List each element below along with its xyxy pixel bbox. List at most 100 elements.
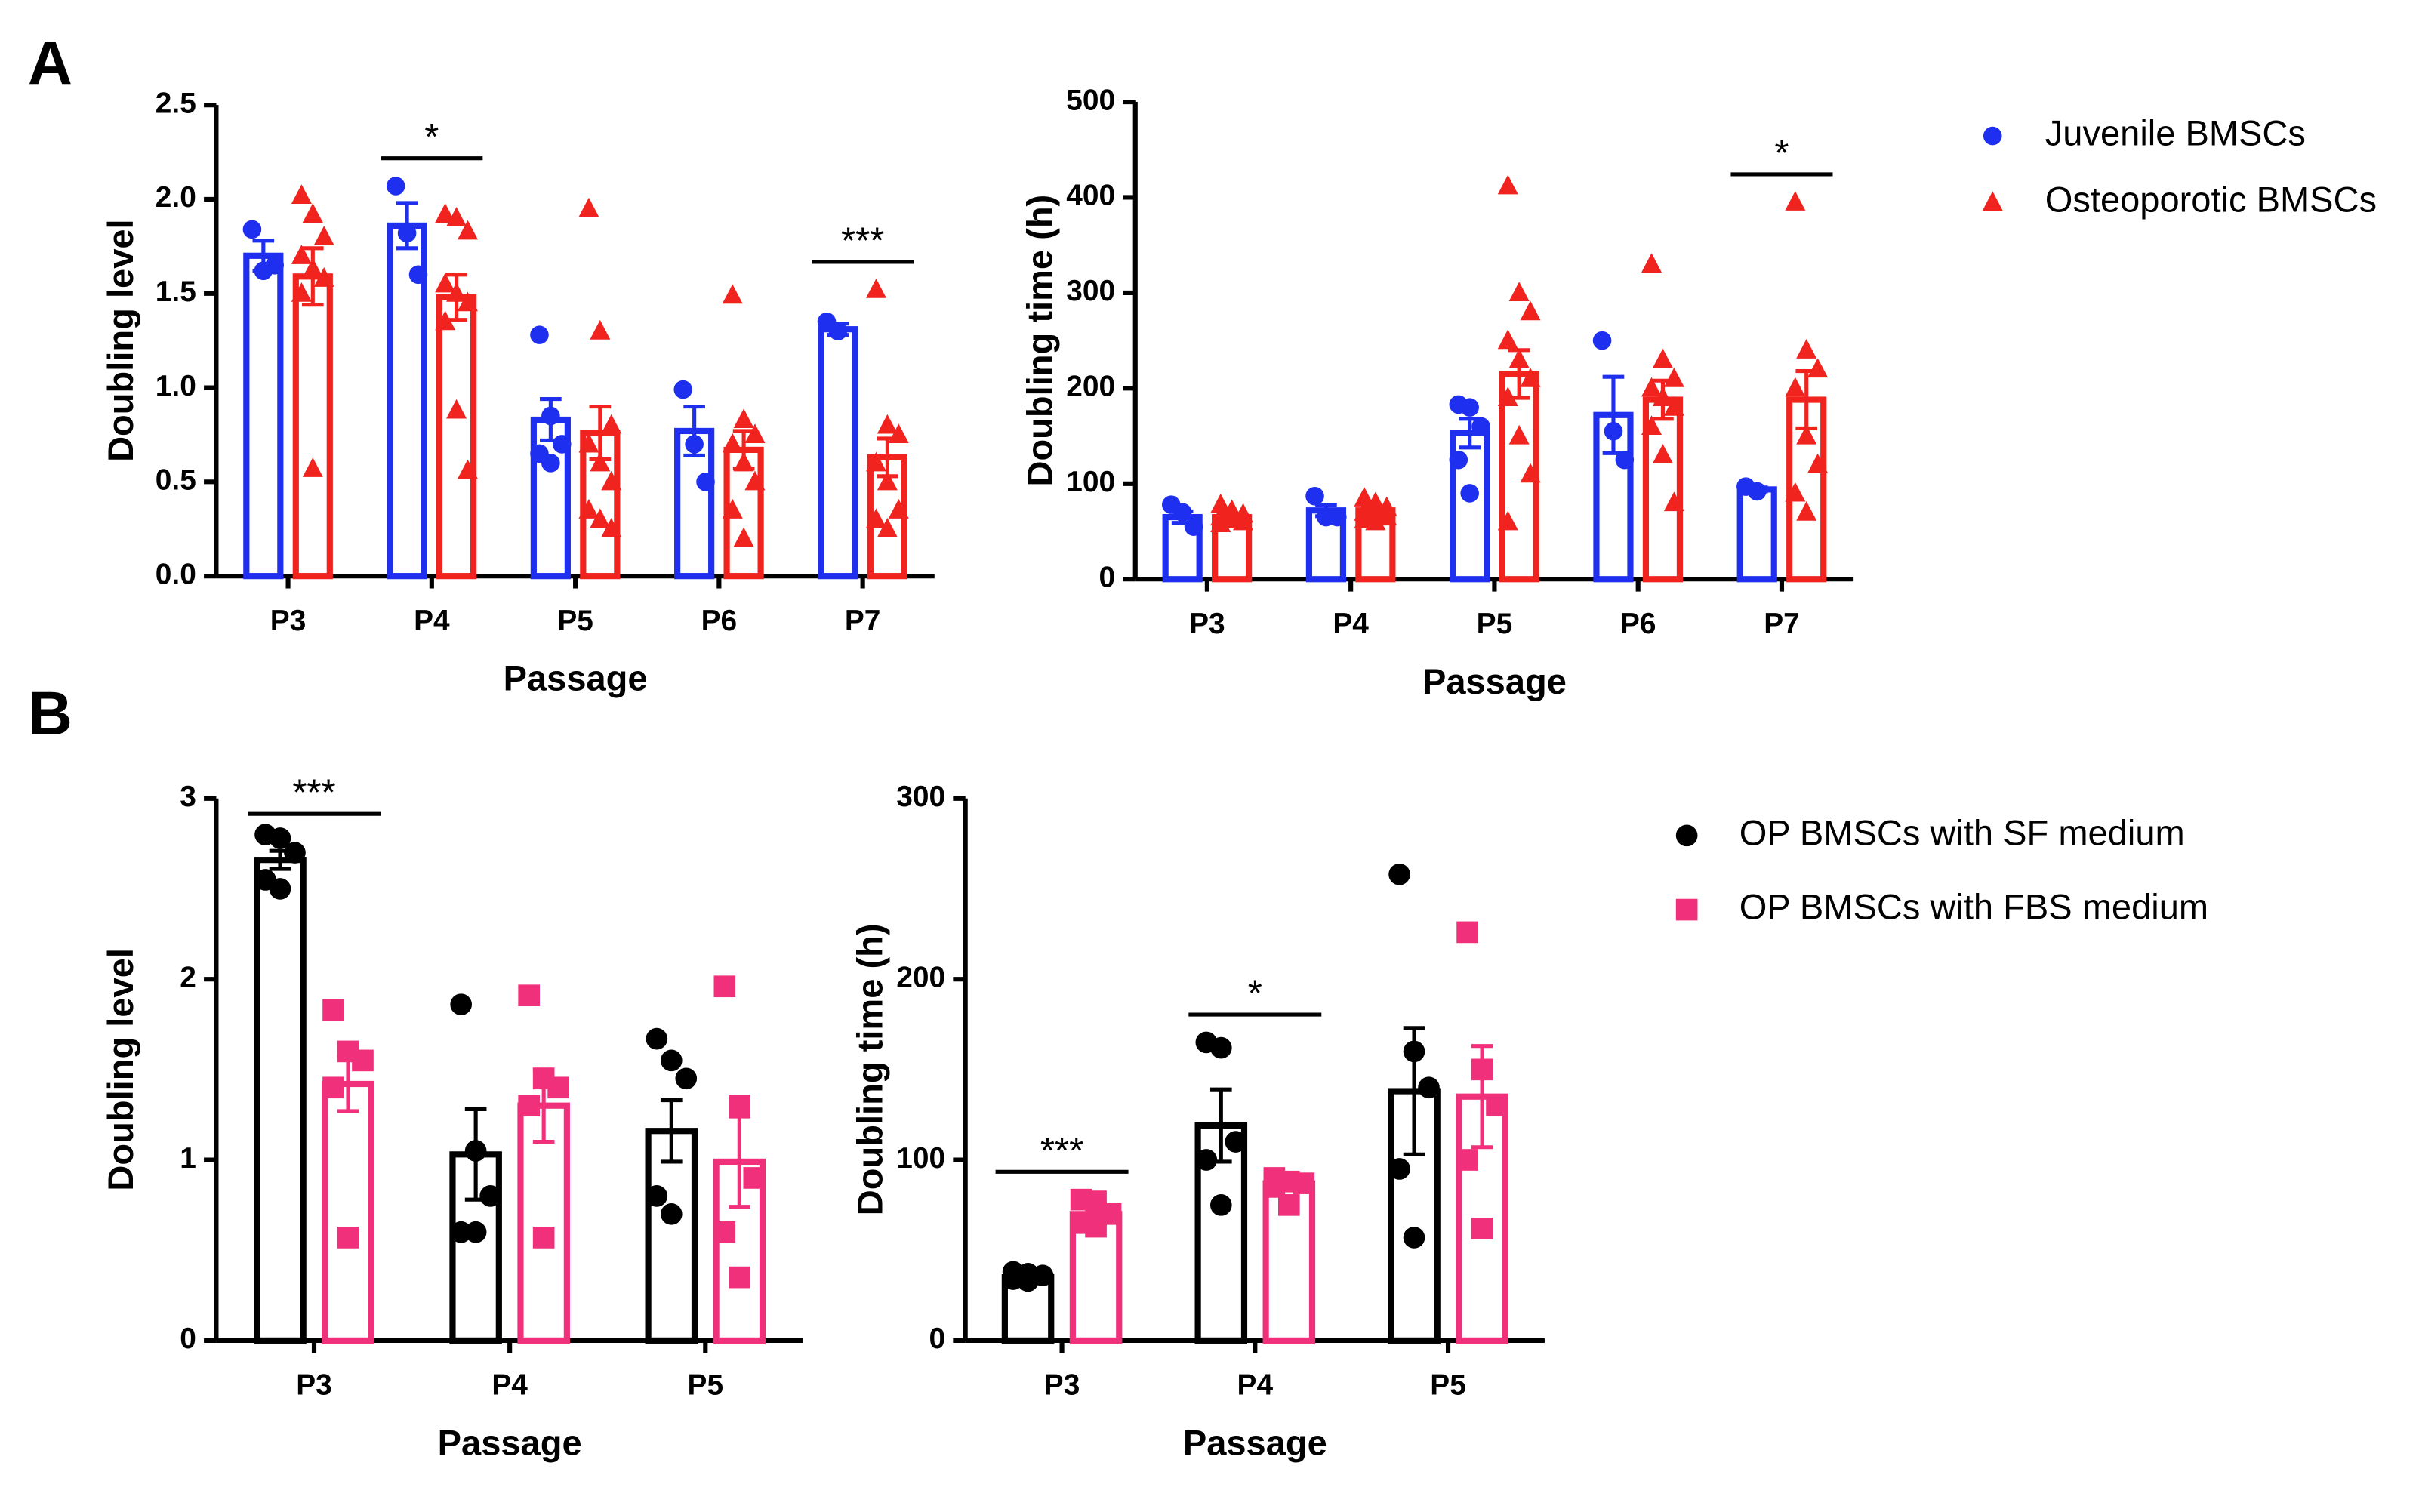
- data-point: [435, 203, 456, 223]
- legend-label: OP BMSCs with SF medium: [1739, 812, 2185, 852]
- bar: [1736, 486, 1777, 583]
- data-point: [291, 245, 312, 264]
- bar: [436, 294, 477, 580]
- data-point: [733, 527, 754, 547]
- y-tick-label: 100: [896, 1142, 945, 1175]
- data-point: [547, 1076, 569, 1099]
- x-tick-label: P5: [557, 605, 593, 637]
- data-point: [601, 414, 622, 434]
- data-point: [1263, 1176, 1286, 1198]
- data-point: [685, 435, 704, 454]
- data-point: [435, 310, 456, 331]
- data-point: [865, 508, 886, 528]
- data-point: [479, 1185, 501, 1207]
- x-tick-label: P4: [491, 1369, 528, 1402]
- data-point: [541, 454, 560, 473]
- x-axis-label: Passage: [1183, 1422, 1327, 1462]
- y-axis-label: Doubling time (h): [849, 923, 889, 1215]
- data-point: [1508, 424, 1530, 445]
- y-tick-label: 0: [1099, 562, 1116, 594]
- data-point: [1592, 331, 1612, 350]
- data-point: [733, 451, 754, 472]
- significance-label: *: [424, 117, 439, 158]
- data-point: [713, 1221, 736, 1243]
- data-point: [1354, 487, 1375, 507]
- data-point: [541, 406, 560, 426]
- data-point: [1652, 386, 1673, 407]
- bar: [645, 1128, 698, 1344]
- data-point: [713, 975, 736, 998]
- data-point: [728, 1266, 750, 1289]
- data-point: [265, 256, 284, 275]
- bar: [322, 1080, 374, 1344]
- data-point: [1388, 863, 1410, 885]
- bar: [254, 857, 307, 1344]
- y-tick-label: 0: [929, 1323, 945, 1355]
- data-point: [446, 282, 467, 302]
- x-tick-label: P7: [1764, 608, 1800, 640]
- data-point: [1796, 339, 1817, 359]
- data-point: [744, 470, 766, 491]
- x-tick-label: P6: [1620, 608, 1656, 640]
- data-point: [590, 508, 611, 528]
- data-point: [1785, 482, 1806, 502]
- x-tick-label: P3: [1044, 1369, 1080, 1402]
- data-point: [578, 499, 599, 519]
- x-axis-label: Passage: [438, 1422, 582, 1462]
- data-point: [302, 457, 323, 477]
- data-point: [1604, 421, 1623, 441]
- significance-label: ***: [292, 773, 335, 814]
- data-point: [743, 1167, 766, 1189]
- significance-label: *: [1774, 133, 1789, 174]
- data-point: [1085, 1215, 1107, 1238]
- data-point: [1365, 510, 1386, 531]
- data-point: [1497, 329, 1518, 350]
- data-point: [1210, 493, 1231, 513]
- data-point: [1277, 1194, 1300, 1216]
- data-point: [1807, 453, 1829, 473]
- data-point: [1747, 482, 1767, 501]
- data-point: [457, 220, 478, 240]
- data-point: [1796, 424, 1817, 445]
- data-point: [578, 433, 599, 453]
- legend-label: OP BMSCs with FBS medium: [1739, 886, 2208, 926]
- data-point: [302, 257, 323, 278]
- data-point: [269, 878, 291, 900]
- data-point: [601, 518, 622, 537]
- data-point: [1663, 396, 1684, 416]
- significance-label: *: [1248, 974, 1262, 1015]
- data-point: [1365, 491, 1386, 512]
- data-point: [1184, 517, 1203, 536]
- data-point: [1663, 491, 1684, 512]
- data-point: [888, 499, 909, 519]
- data-point: [1305, 486, 1324, 506]
- y-tick-label: 0.5: [156, 464, 196, 497]
- data-point: [1615, 450, 1635, 470]
- data-point: [1785, 191, 1806, 211]
- data-point: [1403, 1227, 1425, 1249]
- data-point: [302, 203, 323, 223]
- data-point: [1497, 510, 1518, 531]
- y-tick-label: 200: [1066, 371, 1115, 403]
- x-tick-label: P6: [701, 605, 738, 637]
- data-point: [435, 273, 456, 293]
- data-point: [1983, 126, 2002, 146]
- data-point: [1486, 1095, 1508, 1117]
- significance-label: ***: [1040, 1131, 1083, 1172]
- y-tick-label: 2.5: [156, 87, 196, 119]
- data-point: [518, 1095, 541, 1117]
- data-point: [1225, 1131, 1247, 1153]
- y-tick-label: 200: [896, 961, 945, 993]
- data-point: [1209, 1036, 1232, 1059]
- y-tick-label: 0.0: [156, 558, 196, 590]
- data-point: [313, 226, 334, 245]
- data-point: [518, 984, 541, 1007]
- x-tick-label: P4: [1237, 1369, 1274, 1402]
- data-point: [446, 399, 467, 419]
- data-point: [722, 284, 743, 304]
- x-tick-label: P3: [296, 1369, 332, 1402]
- data-point: [1172, 503, 1192, 522]
- data-point: [1388, 1158, 1410, 1180]
